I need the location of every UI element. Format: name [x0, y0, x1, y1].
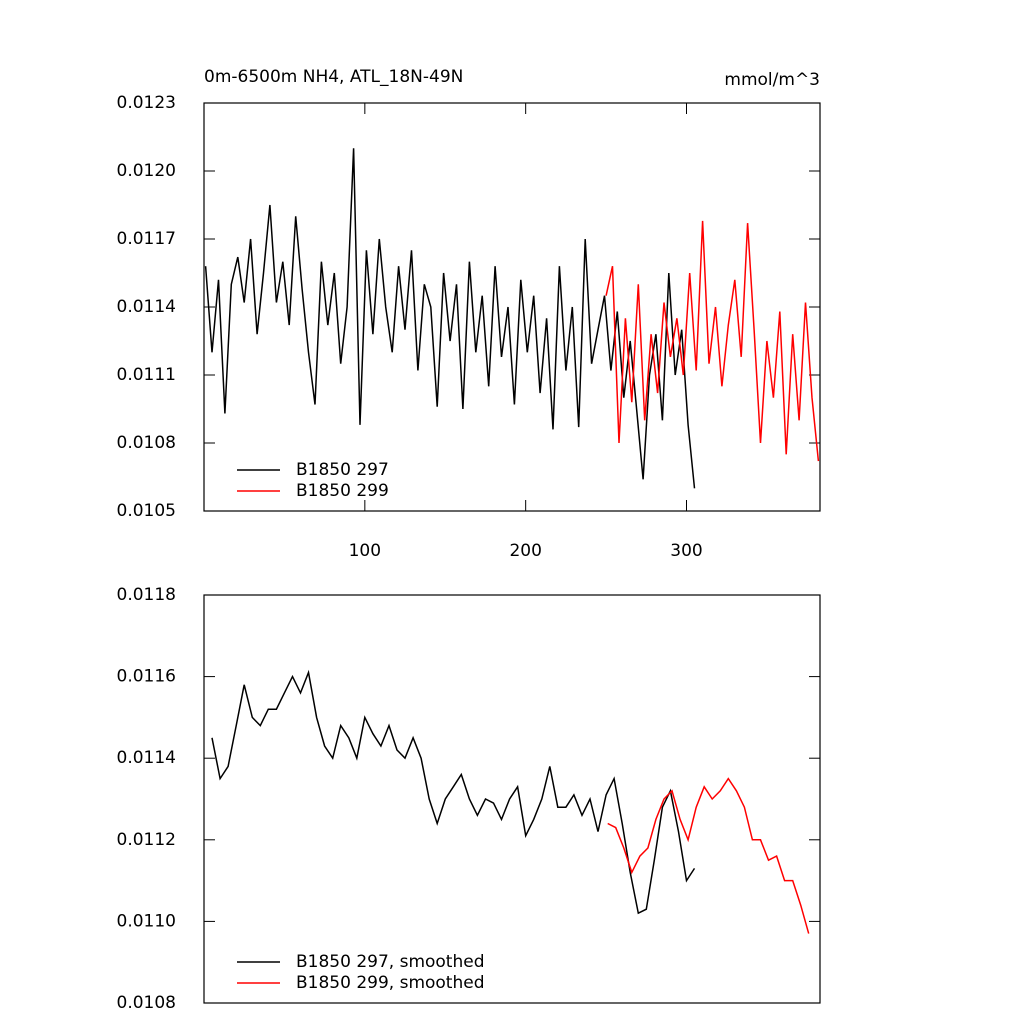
data-line — [607, 777, 810, 934]
plot-frame — [203, 594, 821, 1004]
y-tick-label: 0.0105 — [117, 501, 176, 521]
y-tick-label: 0.0114 — [117, 297, 176, 317]
y-tick-label: 0.0108 — [117, 433, 176, 453]
y-tick-label: 0.0116 — [117, 667, 176, 687]
plot-frame — [203, 102, 821, 512]
data-line — [605, 220, 820, 462]
y-tick-label: 0.0112 — [117, 830, 176, 850]
legend-label: B1850 299 — [296, 481, 389, 501]
legend-label: B1850 297 — [296, 460, 389, 480]
y-tick-label: 0.0114 — [117, 748, 176, 768]
y-tick-label: 0.0117 — [117, 229, 176, 249]
x-tick-label: 100 — [349, 541, 381, 561]
x-tick-label: 200 — [509, 541, 541, 561]
x-tick-label: 300 — [670, 541, 702, 561]
y-tick-label: 0.0111 — [117, 365, 176, 385]
legend-label: B1850 297, smoothed — [296, 952, 485, 972]
data-line — [211, 669, 696, 915]
legend-label: B1850 299, smoothed — [296, 973, 485, 993]
y-tick-label: 0.0110 — [117, 911, 176, 931]
y-tick-label: 0.0123 — [117, 93, 176, 113]
y-tick-label: 0.0118 — [117, 585, 176, 605]
y-tick-label: 0.0120 — [117, 161, 176, 181]
y-tick-label: 0.0108 — [117, 993, 176, 1013]
unit-label: mmol/m^3 — [724, 70, 820, 90]
chart-title: 0m-6500m NH4, ATL_18N-49N — [204, 67, 463, 87]
data-line — [204, 148, 696, 489]
